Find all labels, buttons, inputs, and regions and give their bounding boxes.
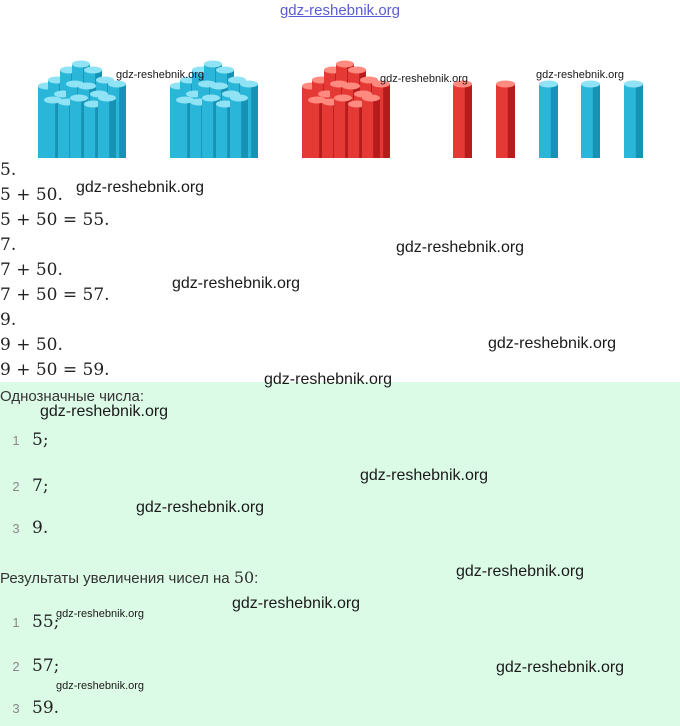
watermark: gdz-reshebnik.org <box>232 595 361 612</box>
list-item: 2 7; <box>0 476 49 496</box>
watermark: gdz-reshebnik.org <box>76 179 205 196</box>
solution-line: 9 + 50. <box>0 335 63 355</box>
list-value: 9. <box>32 518 49 538</box>
list-index: 3 <box>12 701 20 716</box>
solution-line: 9. <box>0 310 17 330</box>
list-index: 1 <box>12 433 20 448</box>
figure-watermark-1: gdz-reshebnik.org <box>116 69 204 81</box>
solution-line: 7 + 50 = 57. <box>0 285 110 305</box>
watermark: gdz-reshebnik.org <box>56 680 145 692</box>
answer-heading-results-text: Результаты увеличения чисел на <box>0 570 234 587</box>
single-stick <box>496 80 515 158</box>
bundle-stick <box>98 94 116 158</box>
single-stick <box>453 80 472 158</box>
watermark: gdz-reshebnik.org <box>40 403 169 420</box>
list-item: 2 57; <box>0 656 59 676</box>
solution-line: 5 + 50 = 55. <box>0 210 110 230</box>
list-value: 57; <box>32 656 60 676</box>
watermark: gdz-reshebnik.org <box>456 563 585 580</box>
solution-line: 7. <box>0 235 17 255</box>
single-stick <box>539 80 558 158</box>
watermark: gdz-reshebnik.org <box>496 659 625 676</box>
bundle-stick <box>230 94 248 158</box>
counting-sticks-figure: gdz-reshebnik.org gdz-reshebnik.org gdz-… <box>38 60 643 158</box>
answer-heading-results: Результаты увеличения чисел на 50: <box>0 568 258 587</box>
list-item: 1 5; <box>0 430 49 450</box>
solution-line: 7 + 50. <box>0 260 63 280</box>
list-item: 1 55; <box>0 612 59 632</box>
site-header-link[interactable]: gdz-reshebnik.org <box>279 2 401 19</box>
watermark: gdz-reshebnik.org <box>172 275 301 292</box>
list-item: 3 9. <box>0 518 48 538</box>
list-index: 3 <box>12 521 20 536</box>
list-value: 7; <box>32 476 49 496</box>
single-stick <box>581 80 600 158</box>
watermark: gdz-reshebnik.org <box>136 499 265 516</box>
figure-watermark-2: gdz-reshebnik.org <box>380 73 468 85</box>
solution-line: 9 + 50 = 59. <box>0 360 110 380</box>
list-value: 5; <box>32 430 49 450</box>
answer-heading-single-digit: Однозначные числа: <box>0 388 145 405</box>
figure-watermark-3: gdz-reshebnik.org <box>536 69 624 81</box>
list-item: 3 59. <box>0 698 59 718</box>
watermark: gdz-reshebnik.org <box>488 335 617 352</box>
list-index: 1 <box>12 615 20 630</box>
list-index: 2 <box>12 479 20 494</box>
answer-heading-results-colon: : <box>254 570 259 587</box>
watermark: gdz-reshebnik.org <box>264 371 393 388</box>
single-stick <box>624 80 643 158</box>
solution-line: 5. <box>0 160 17 180</box>
answer-heading-results-number: 50 <box>233 568 255 587</box>
bundle-stick <box>362 94 380 158</box>
list-index: 2 <box>12 659 20 674</box>
answer-box: Однозначные числа: 1 5; 2 7; 3 9. Результат… <box>0 382 680 726</box>
list-value: 55; <box>32 612 60 632</box>
watermark: gdz-reshebnik.org <box>56 608 145 620</box>
list-value: 59. <box>32 698 60 718</box>
solution-line: 5 + 50. <box>0 185 63 205</box>
watermark: gdz-reshebnik.org <box>396 239 525 256</box>
watermark: gdz-reshebnik.org <box>360 467 489 484</box>
